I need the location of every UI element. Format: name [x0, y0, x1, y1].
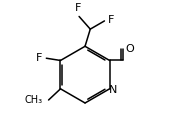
Text: O: O: [125, 44, 134, 54]
Text: F: F: [108, 15, 114, 25]
Text: N: N: [109, 85, 118, 95]
Text: F: F: [75, 3, 82, 13]
Text: F: F: [36, 53, 42, 63]
Text: CH₃: CH₃: [24, 95, 43, 105]
